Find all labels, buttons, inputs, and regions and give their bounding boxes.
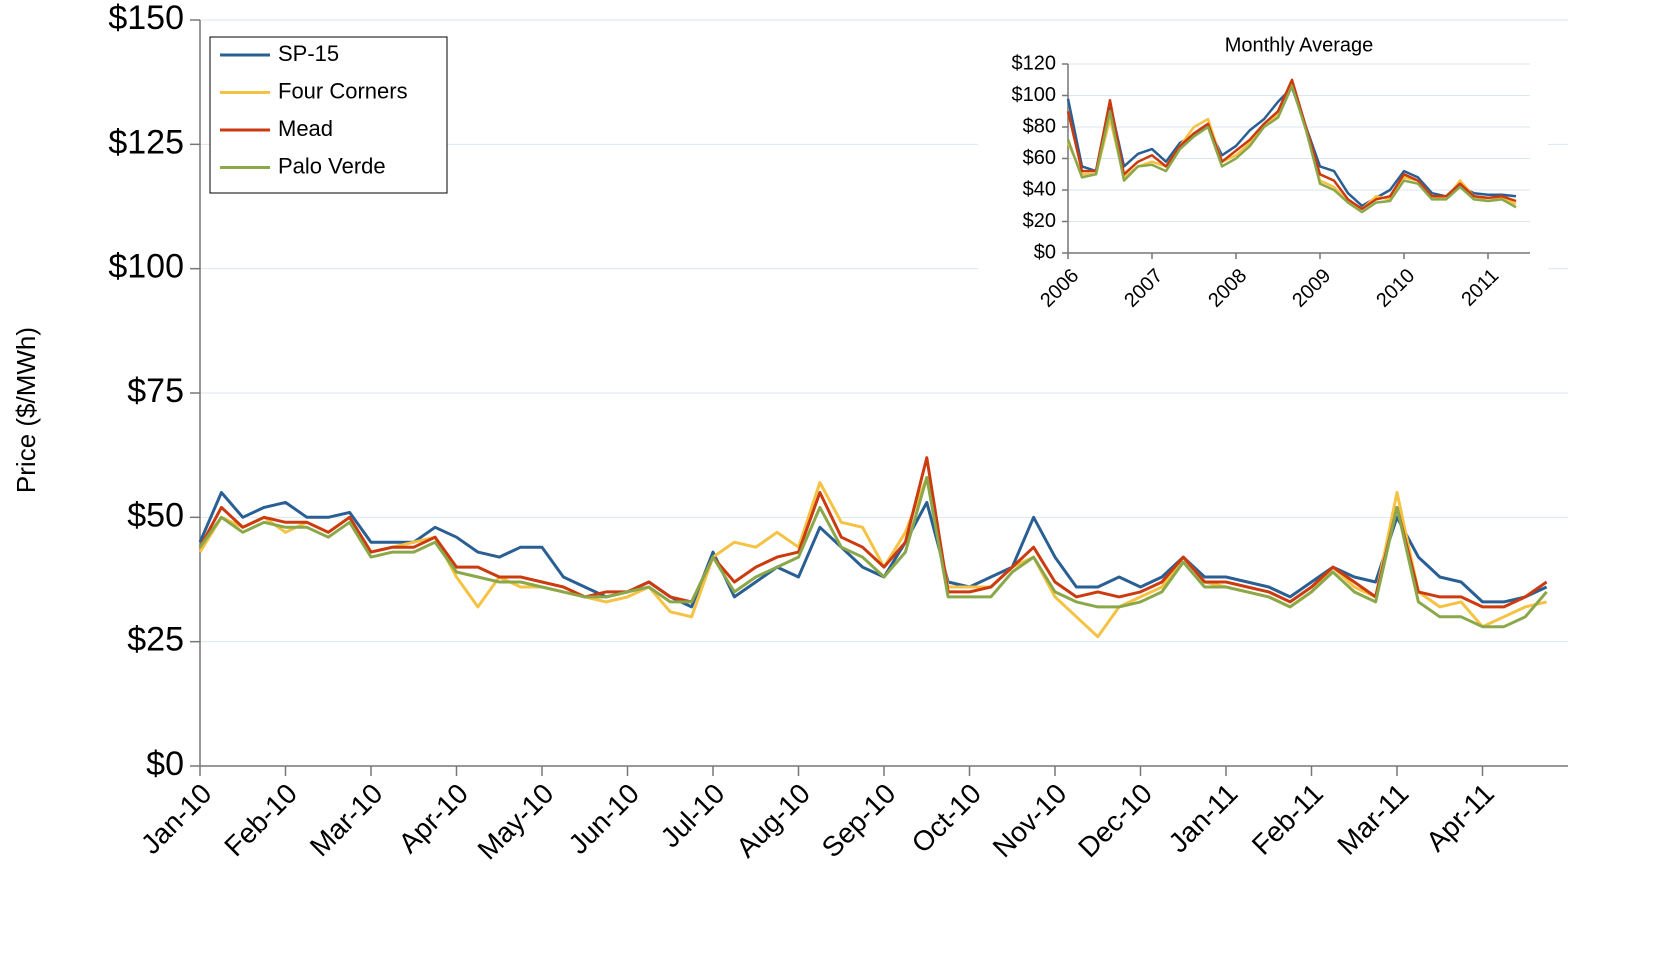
y-tick-label: $0 bbox=[1034, 241, 1056, 263]
y-tick-label: $75 bbox=[127, 372, 184, 410]
series-line bbox=[198, 456, 1548, 609]
series-line bbox=[1066, 78, 1517, 211]
inset-background bbox=[978, 28, 1548, 358]
y-tick-label: $20 bbox=[1023, 210, 1056, 232]
y-tick-label: $50 bbox=[127, 496, 184, 534]
x-tick-label: Apr-10 bbox=[393, 778, 474, 859]
inset-title: Monthly Average bbox=[1225, 34, 1374, 56]
series-line bbox=[198, 491, 1548, 609]
x-tick-label: Dec-10 bbox=[1072, 778, 1158, 864]
y-tick-label: $0 bbox=[146, 745, 184, 783]
series-line bbox=[198, 476, 1548, 629]
y-axis-label: Price ($/MWh) bbox=[11, 327, 41, 493]
series-line bbox=[1066, 84, 1517, 214]
x-tick-label: Feb-11 bbox=[1246, 778, 1329, 861]
x-tick-label: Mar-10 bbox=[304, 778, 389, 863]
x-tick-label: Nov-10 bbox=[987, 778, 1073, 864]
x-tick-label: Mar-11 bbox=[1331, 778, 1414, 861]
x-tick-label: Sep-10 bbox=[816, 778, 902, 864]
x-tick-label: Jan-10 bbox=[135, 778, 217, 860]
y-tick-label: $25 bbox=[127, 621, 184, 659]
y-tick-label: $100 bbox=[1012, 84, 1057, 106]
x-tick-label: Jul-10 bbox=[655, 778, 731, 854]
x-tick-label: Oct-10 bbox=[906, 778, 987, 859]
y-tick-label: $40 bbox=[1023, 178, 1056, 200]
y-tick-label: $100 bbox=[108, 248, 184, 286]
y-tick-label: $80 bbox=[1023, 115, 1056, 137]
y-tick-label: $150 bbox=[108, 0, 184, 37]
x-tick-label: May-10 bbox=[472, 778, 560, 866]
x-tick-label: Jun-10 bbox=[563, 778, 645, 860]
legend-label: Four Corners bbox=[278, 78, 408, 103]
legend-label: Palo Verde bbox=[278, 153, 386, 178]
x-tick-label: Feb-10 bbox=[218, 778, 303, 863]
series-line bbox=[198, 476, 1547, 639]
y-tick-label: $120 bbox=[1012, 52, 1057, 74]
x-tick-label: Jan-11 bbox=[1162, 778, 1243, 859]
y-tick-label: $60 bbox=[1023, 147, 1056, 169]
x-tick-label: Aug-10 bbox=[730, 778, 816, 864]
y-tick-label: $125 bbox=[108, 123, 184, 161]
legend-label: SP-15 bbox=[278, 41, 339, 66]
legend-label: Mead bbox=[278, 116, 333, 141]
x-tick-label: Apr-11 bbox=[1420, 778, 1500, 858]
